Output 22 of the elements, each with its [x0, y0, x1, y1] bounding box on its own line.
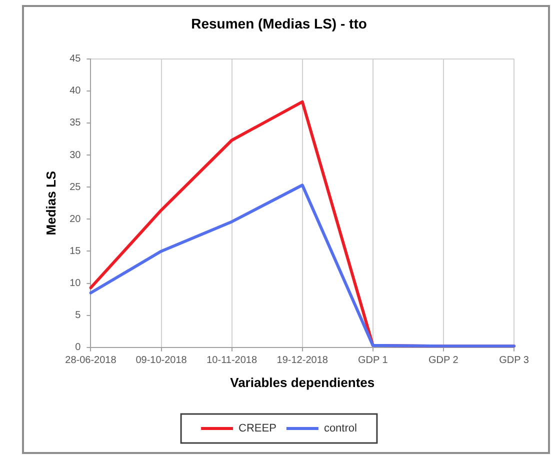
y-tick-label: 40: [70, 86, 82, 97]
y-tick-label: 20: [70, 214, 82, 225]
y-tick-label: 25: [70, 182, 82, 193]
y-tick-label: 5: [75, 310, 82, 322]
x-tick-label: 09-10-2018: [136, 355, 188, 366]
x-tick-label: GDP 1: [358, 355, 388, 366]
chart-title: Resumen (Medias LS) - tto: [191, 15, 367, 32]
y-tick-label: 45: [70, 54, 82, 65]
x-tick-label: 19-12-2018: [276, 355, 328, 366]
legend-label: CREEP: [238, 422, 276, 435]
x-tick-label: GDP 2: [428, 355, 459, 366]
y-tick-label: 15: [70, 246, 82, 257]
y-tick-label: 0: [75, 342, 82, 354]
x-tick-label: GDP 3: [499, 355, 530, 366]
x-tick-label: 28-06-2018: [65, 355, 117, 366]
y-axis-title: Medias LS: [43, 170, 58, 236]
y-tick-label: 30: [70, 150, 82, 161]
y-tick-label: 10: [70, 278, 82, 290]
x-tick-label: 10-11-2018: [206, 355, 258, 366]
y-tick-label: 35: [70, 118, 82, 129]
x-axis-title: Variables dependientes: [230, 374, 375, 390]
legend-label: control: [324, 422, 357, 435]
